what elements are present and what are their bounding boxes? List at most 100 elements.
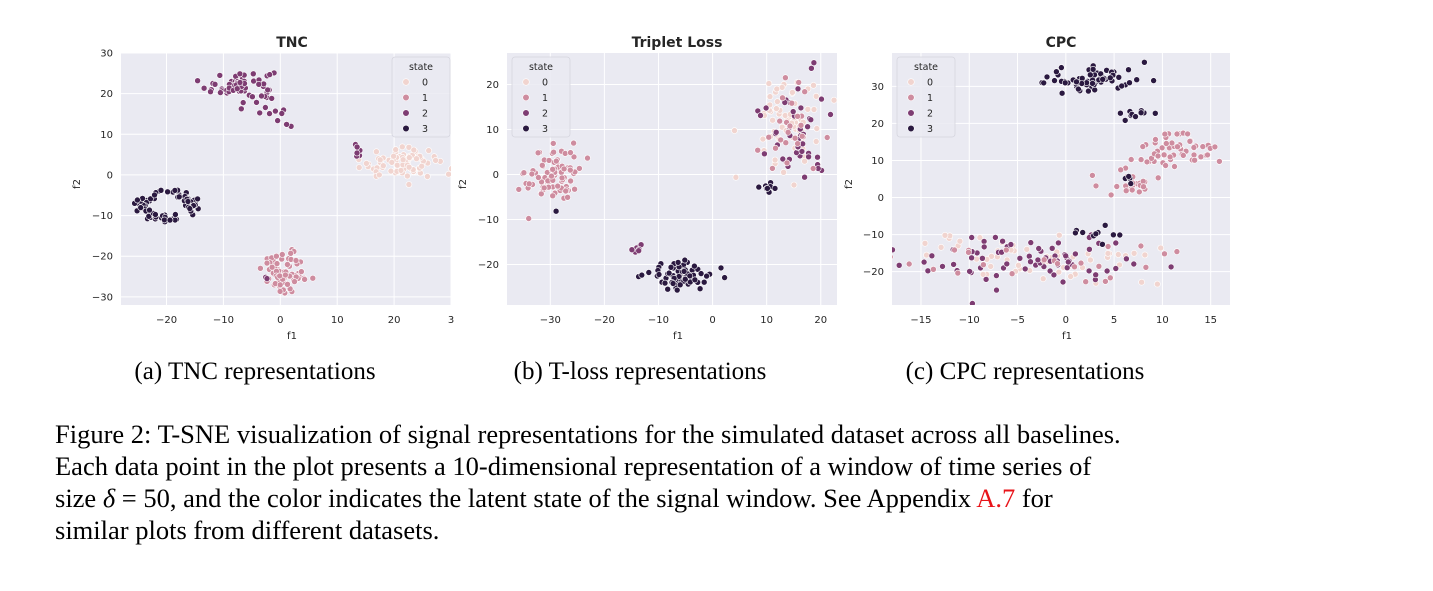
data-point (1062, 252, 1069, 260)
data-point (1112, 265, 1120, 272)
data-point (1107, 74, 1114, 82)
data-point (754, 146, 762, 154)
data-point (552, 157, 560, 165)
data-point (732, 174, 740, 181)
legend-title: state (914, 62, 938, 73)
data-point (769, 116, 776, 124)
data-point (263, 275, 271, 282)
data-point (1035, 245, 1042, 252)
data-point (405, 163, 413, 171)
points-layer (515, 59, 837, 294)
data-point (537, 190, 545, 198)
x-tick-label: 5 (1111, 315, 1117, 326)
x-tick-label: 20 (814, 315, 827, 326)
x-tick-label: −20 (156, 315, 177, 326)
x-tick-label: 20 (388, 315, 401, 326)
data-point (353, 143, 361, 151)
data-point (554, 182, 562, 190)
data-point (794, 113, 801, 120)
data-point (1154, 280, 1161, 288)
legend: state 0 1 2 3 (391, 56, 451, 138)
data-point (769, 165, 776, 172)
data-point (1173, 130, 1181, 138)
data-point (266, 71, 274, 78)
data-point (1130, 260, 1138, 268)
data-point (674, 259, 682, 266)
legend-entry-label: 0 (542, 78, 548, 89)
caption-line-3: size δ = 50, and the color indicates the… (55, 482, 1240, 514)
data-point (1137, 109, 1145, 116)
data-point (809, 165, 817, 172)
data-point (540, 184, 548, 192)
data-point (696, 285, 704, 293)
data-point (954, 269, 962, 277)
legend-title: state (529, 62, 553, 73)
data-point (425, 147, 433, 154)
data-point (1141, 58, 1148, 66)
data-point (525, 180, 533, 188)
data-point (1154, 152, 1162, 160)
data-point (776, 117, 784, 125)
data-point (1216, 158, 1223, 165)
legend-marker (907, 93, 915, 102)
data-point (239, 99, 247, 106)
x-tick-label: 10 (1156, 315, 1169, 326)
data-point (1162, 162, 1169, 169)
data-point (755, 183, 763, 191)
data-point (892, 254, 894, 260)
data-point (1173, 248, 1181, 255)
data-point (217, 89, 224, 96)
points-layer (892, 58, 1223, 305)
data-point (525, 215, 533, 222)
data-point (782, 74, 789, 81)
data-point (1043, 73, 1051, 81)
data-point (812, 138, 820, 145)
data-point (274, 117, 281, 124)
data-point (1058, 89, 1066, 97)
data-point (924, 267, 932, 275)
data-point (1191, 156, 1198, 164)
data-point (798, 132, 806, 140)
data-point (558, 174, 566, 182)
equals-sign: = (115, 483, 144, 513)
data-point (390, 152, 397, 160)
data-point (207, 88, 214, 95)
data-point (1184, 130, 1191, 138)
data-point (782, 139, 790, 146)
data-point (1180, 152, 1187, 159)
data-point (789, 108, 797, 115)
appendix-link[interactable]: A.7 (976, 483, 1016, 513)
legend-entry-label: 1 (422, 93, 428, 104)
data-point (810, 82, 817, 89)
data-point (765, 80, 773, 87)
data-point (801, 173, 808, 181)
legend-box (896, 56, 956, 138)
data-point (1197, 153, 1205, 161)
data-point (757, 112, 764, 119)
data-point (175, 193, 183, 201)
data-point (424, 173, 431, 180)
data-point (669, 280, 677, 287)
data-point (137, 204, 144, 211)
data-point (818, 95, 825, 103)
data-point (184, 198, 192, 205)
legend-entry-label: 2 (422, 109, 428, 120)
data-point (1211, 143, 1219, 151)
data-point (1152, 136, 1159, 143)
x-tick-label: −5 (1010, 315, 1025, 326)
y-tick-label: 0 (107, 170, 113, 181)
data-point (249, 93, 256, 100)
data-point (1112, 239, 1120, 247)
data-point (805, 153, 812, 161)
data-point (1063, 264, 1071, 272)
data-point (164, 188, 171, 196)
data-point (791, 134, 799, 142)
legend-entry-label: 3 (927, 124, 933, 135)
data-point (1186, 138, 1194, 145)
data-point (1073, 78, 1080, 86)
x-tick-label: −10 (959, 315, 980, 326)
legend-box (511, 56, 571, 138)
data-point (645, 269, 653, 276)
data-point (1110, 231, 1117, 239)
